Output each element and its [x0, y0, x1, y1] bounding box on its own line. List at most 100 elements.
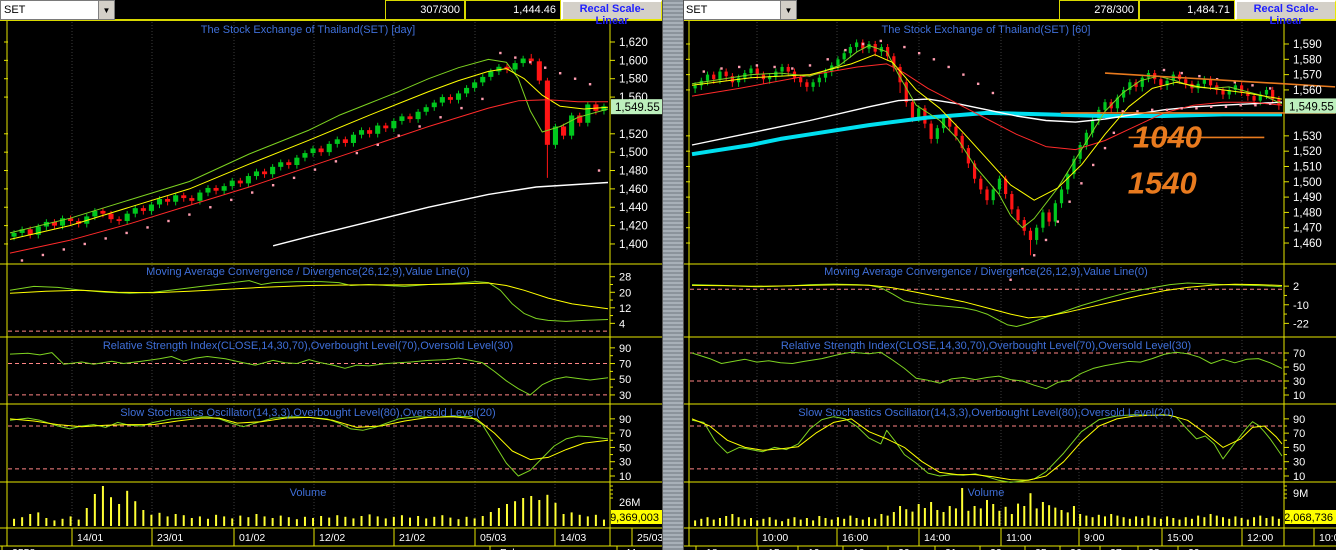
svg-text:22: 22	[990, 547, 1002, 550]
svg-text:1,500: 1,500	[1293, 177, 1322, 189]
bar-count: 307/300	[385, 0, 465, 20]
svg-text:-10: -10	[1293, 300, 1309, 312]
svg-text:25/03: 25/03	[637, 532, 662, 544]
svg-text:14:00: 14:00	[924, 532, 950, 544]
svg-text:2558: 2558	[12, 547, 36, 550]
recal-scale-button[interactable]: Recal Scale-Linear	[561, 0, 662, 27]
svg-text:16:00: 16:00	[842, 532, 868, 544]
left-panel-header: SET ▼ 307/300 1,444.46 Recal Scale-Linea…	[0, 0, 662, 27]
svg-text:50: 50	[619, 442, 631, 454]
svg-text:1,490: 1,490	[1293, 192, 1322, 204]
svg-text:1,460: 1,460	[619, 184, 648, 196]
symbol-select[interactable]: SET ▼	[0, 0, 115, 20]
symbol-value: SET	[4, 4, 26, 16]
chart-canvas[interactable]: 1040 1540 1,590 1,580 1,570 1,560 1,530 1,520 1,…	[682, 0, 1336, 550]
svg-text:1,500: 1,500	[619, 147, 648, 159]
svg-text:50: 50	[1293, 442, 1305, 454]
svg-text:10:00: 10:00	[762, 532, 788, 544]
symbol-select[interactable]: SET ▼	[682, 0, 797, 20]
svg-text:1,580: 1,580	[619, 74, 648, 86]
svg-text:10: 10	[1293, 390, 1305, 402]
header-spacer	[797, 0, 1059, 20]
svg-text:28: 28	[1148, 547, 1160, 550]
svg-text:1,470: 1,470	[1293, 223, 1322, 235]
svg-text:2: 2	[1293, 281, 1299, 293]
svg-text:70: 70	[619, 359, 631, 371]
svg-text:1,570: 1,570	[1293, 70, 1322, 82]
svg-text:26: 26	[1070, 547, 1082, 550]
svg-text:15: 15	[768, 547, 780, 550]
svg-text:9:00: 9:00	[1084, 532, 1105, 544]
chevron-down-icon[interactable]: ▼	[98, 1, 114, 19]
svg-text:30: 30	[619, 457, 631, 469]
svg-text:2,068,736: 2,068,736	[1284, 512, 1333, 524]
svg-text:12/02: 12/02	[319, 532, 345, 544]
svg-text:1,530: 1,530	[1293, 131, 1322, 143]
svg-text:1,460: 1,460	[1293, 238, 1322, 250]
svg-text:19: 19	[853, 547, 865, 550]
svg-text:Feb: Feb	[500, 547, 518, 550]
chevron-down-icon[interactable]: ▼	[780, 1, 796, 19]
svg-text:70: 70	[1293, 428, 1305, 440]
price-annotation: 1540	[1128, 165, 1197, 200]
svg-text:70: 70	[619, 428, 631, 440]
svg-text:26M: 26M	[619, 497, 640, 509]
svg-text:50: 50	[619, 374, 631, 386]
svg-text:1,549.55: 1,549.55	[615, 102, 660, 114]
svg-text:1,549.55: 1,549.55	[1289, 101, 1334, 113]
header-spacer	[115, 0, 385, 20]
svg-text:05/03: 05/03	[480, 532, 506, 544]
svg-text:15:00: 15:00	[1167, 532, 1193, 544]
svg-text:11:00: 11:00	[1006, 532, 1032, 544]
svg-text:28: 28	[619, 272, 631, 284]
svg-text:90: 90	[1293, 414, 1305, 426]
svg-text:19: 19	[808, 547, 820, 550]
svg-text:9,369,003: 9,369,003	[610, 512, 659, 524]
svg-text:30: 30	[1293, 376, 1305, 388]
header-last-price: 1,444.46	[465, 0, 561, 20]
svg-text:1,400: 1,400	[619, 239, 648, 251]
svg-text:1,580: 1,580	[1293, 54, 1322, 66]
svg-text:21/02: 21/02	[399, 532, 425, 544]
svg-text:12: 12	[619, 303, 631, 315]
svg-text:01/02: 01/02	[239, 532, 265, 544]
svg-text:23/01: 23/01	[157, 532, 183, 544]
svg-text:1,620: 1,620	[619, 37, 648, 49]
svg-text:12:00: 12:00	[1247, 532, 1273, 544]
panel-splitter[interactable]	[662, 0, 684, 550]
svg-text:25: 25	[1035, 547, 1047, 550]
svg-text:1,590: 1,590	[1293, 39, 1322, 51]
svg-text:1,520: 1,520	[1293, 146, 1322, 158]
svg-text:1,480: 1,480	[1293, 207, 1322, 219]
svg-text:90: 90	[619, 414, 631, 426]
svg-text:90: 90	[619, 343, 631, 355]
symbol-value: SET	[686, 4, 708, 16]
svg-text:29: 29	[1188, 547, 1200, 550]
svg-text:9M: 9M	[1293, 488, 1308, 500]
svg-text:1,560: 1,560	[1293, 85, 1322, 97]
svg-text:1,510: 1,510	[1293, 161, 1322, 173]
svg-text:30: 30	[1293, 457, 1305, 469]
svg-text:10: 10	[619, 471, 631, 483]
svg-text:30: 30	[619, 390, 631, 402]
svg-text:10: 10	[1293, 471, 1305, 483]
svg-text:14/01: 14/01	[77, 532, 103, 544]
svg-text:1,420: 1,420	[619, 221, 648, 233]
svg-text:1,520: 1,520	[619, 129, 648, 141]
svg-text:20: 20	[898, 547, 910, 550]
svg-text:10:00: 10:00	[1319, 532, 1336, 544]
svg-text:50: 50	[1293, 362, 1305, 374]
svg-text:27: 27	[1110, 547, 1122, 550]
svg-text:4: 4	[619, 318, 625, 330]
svg-text:Mar: Mar	[627, 547, 646, 550]
svg-text:1,600: 1,600	[619, 55, 648, 67]
price-annotation: 1040	[1133, 119, 1202, 154]
svg-text:1,480: 1,480	[619, 166, 648, 178]
recal-scale-button[interactable]: Recal Scale-Linear	[1235, 0, 1336, 27]
svg-text:70: 70	[1293, 348, 1305, 360]
right-panel-header: SET ▼ 278/300 1,484.71 Recal Scale-Linea…	[682, 0, 1336, 27]
chart-canvas[interactable]: 1,6201,6001,5801,5601,5201,5001,4801,460…	[0, 0, 662, 550]
svg-text:-22: -22	[1293, 318, 1309, 330]
bar-count: 278/300	[1059, 0, 1139, 20]
